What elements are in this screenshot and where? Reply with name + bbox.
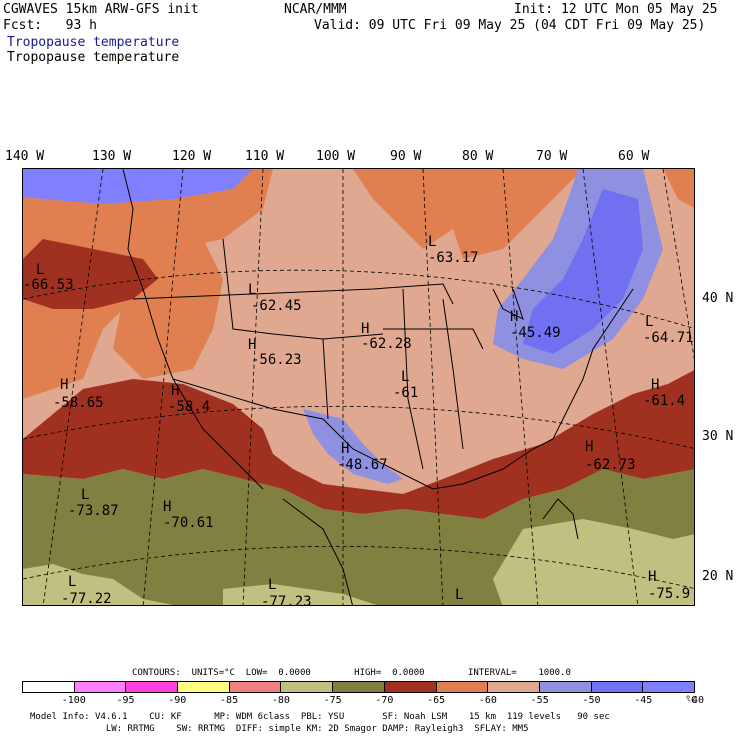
color-bar-tick-label: -100	[61, 695, 86, 706]
lat-label: 20 N	[702, 569, 734, 584]
color-bar-tick-label: -45	[634, 695, 653, 706]
color-bar-tick-label: -60	[478, 695, 497, 706]
high-center-label: H	[341, 441, 350, 457]
color-bar-swatch	[126, 682, 179, 692]
org-label: NCAR/MMM	[284, 2, 347, 17]
lon-label: 70 W	[536, 149, 568, 164]
high-center-label: H	[510, 309, 519, 325]
color-bar-tick-label: °C	[684, 695, 698, 706]
lon-label: 60 W	[618, 149, 650, 164]
center-value: -77.22	[61, 591, 112, 606]
color-bar-tick-label: -70	[375, 695, 394, 706]
lon-label: 120 W	[172, 149, 212, 164]
lat-label: 30 N	[702, 429, 734, 444]
color-bar-swatch	[74, 682, 127, 692]
center-value: -77.23	[261, 594, 312, 606]
color-bar-swatch	[229, 682, 282, 692]
high-center-label: H	[163, 499, 172, 515]
lon-label: 130 W	[92, 149, 132, 164]
forecast-hour: Fcst: 93 h	[3, 18, 97, 33]
color-bar-tick-label: -65	[427, 695, 446, 706]
center-value: -58.4	[168, 399, 211, 415]
color-bar-tick-label: -50	[582, 695, 601, 706]
color-bar-swatch	[23, 682, 75, 692]
high-center-label: H	[585, 439, 594, 455]
center-value: -75.9	[648, 586, 691, 602]
center-value: -48.67	[337, 457, 388, 473]
lon-label: 110 W	[245, 149, 285, 164]
color-bar-tick-label: -85	[220, 695, 239, 706]
lon-label: 140 W	[5, 149, 45, 164]
color-bar-tick-label: -75	[323, 695, 342, 706]
center-value: -62.73	[585, 457, 636, 473]
center-value: -45.49	[510, 325, 561, 341]
low-center-label: L	[645, 314, 654, 330]
high-center-label: H	[361, 321, 370, 337]
low-center-label: L	[81, 487, 90, 503]
low-center-label: L	[401, 369, 410, 385]
map-panel: L -66.53 L -62.45 H -56.23 L -63.17 H -6…	[22, 168, 695, 606]
low-center-label: L	[68, 574, 77, 590]
color-bar-tick-label: -80	[271, 695, 290, 706]
center-value: -63.17	[428, 250, 479, 266]
model-info: Model Info: V4.6.1 CU: KF MP: WDM 6class…	[30, 712, 610, 722]
center-value: -56.23	[251, 352, 302, 368]
center-value: -62.45	[251, 298, 302, 314]
low-center-label: L	[248, 282, 257, 298]
lon-label: 90 W	[390, 149, 422, 164]
color-bar-swatch	[488, 682, 540, 692]
high-center-label: H	[60, 377, 69, 393]
lat-label: 40 N	[702, 291, 734, 306]
low-center-label: L	[268, 577, 277, 593]
contour-info: CONTOURS: UNITS=°C LOW= 0.0000 HIGH= 0.0…	[132, 668, 571, 678]
lon-label: 80 W	[462, 149, 494, 164]
center-value: -64.71	[643, 330, 694, 346]
color-bar-swatch	[384, 682, 437, 692]
low-center-label: L	[36, 262, 45, 278]
model-physics: LW: RRTMG SW: RRTMG DIFF: simple KM: 2D …	[30, 724, 529, 734]
model-title: CGWAVES 15km ARW-GFS init	[3, 2, 199, 17]
color-bar-tick-label: -95	[116, 695, 135, 706]
high-center-label: H	[651, 377, 660, 393]
color-bar-swatch	[178, 682, 230, 692]
center-value: -58.65	[53, 395, 104, 411]
color-bar-swatch	[281, 682, 334, 692]
center-value: -61.4	[643, 393, 686, 409]
color-bar-tick-label: -40	[685, 695, 705, 706]
color-bar-swatch	[643, 682, 694, 692]
color-bar-swatch	[591, 682, 644, 692]
tropopause-temperature-field	[23, 169, 694, 605]
color-bar-swatch	[333, 682, 385, 692]
valid-time: Valid: 09 UTC Fri 09 May 25 (04 CDT Fri …	[314, 18, 706, 33]
color-bar-swatch	[539, 682, 592, 692]
high-center-label: H	[248, 337, 257, 353]
lon-label: 100 W	[316, 149, 356, 164]
field-title-blue: Tropopause temperature	[7, 35, 180, 50]
color-bar-tick-label: -90	[168, 695, 187, 706]
color-bar-swatch	[436, 682, 489, 692]
center-value: -66.53	[23, 277, 74, 293]
field-title: Tropopause temperature	[7, 50, 180, 65]
color-bar-tick-label: -55	[530, 695, 549, 706]
center-value: -70.61	[163, 515, 214, 531]
high-center-label: H	[171, 383, 180, 399]
init-time: Init: 12 UTC Mon 05 May 25	[514, 2, 718, 17]
low-center-label: L	[455, 587, 464, 603]
low-center-label: L	[428, 234, 437, 250]
center-value: -73.87	[68, 503, 119, 519]
center-value: -62.28	[361, 336, 412, 352]
center-value: -61	[393, 385, 419, 401]
color-bar	[22, 681, 695, 693]
high-center-label: H	[648, 569, 657, 585]
